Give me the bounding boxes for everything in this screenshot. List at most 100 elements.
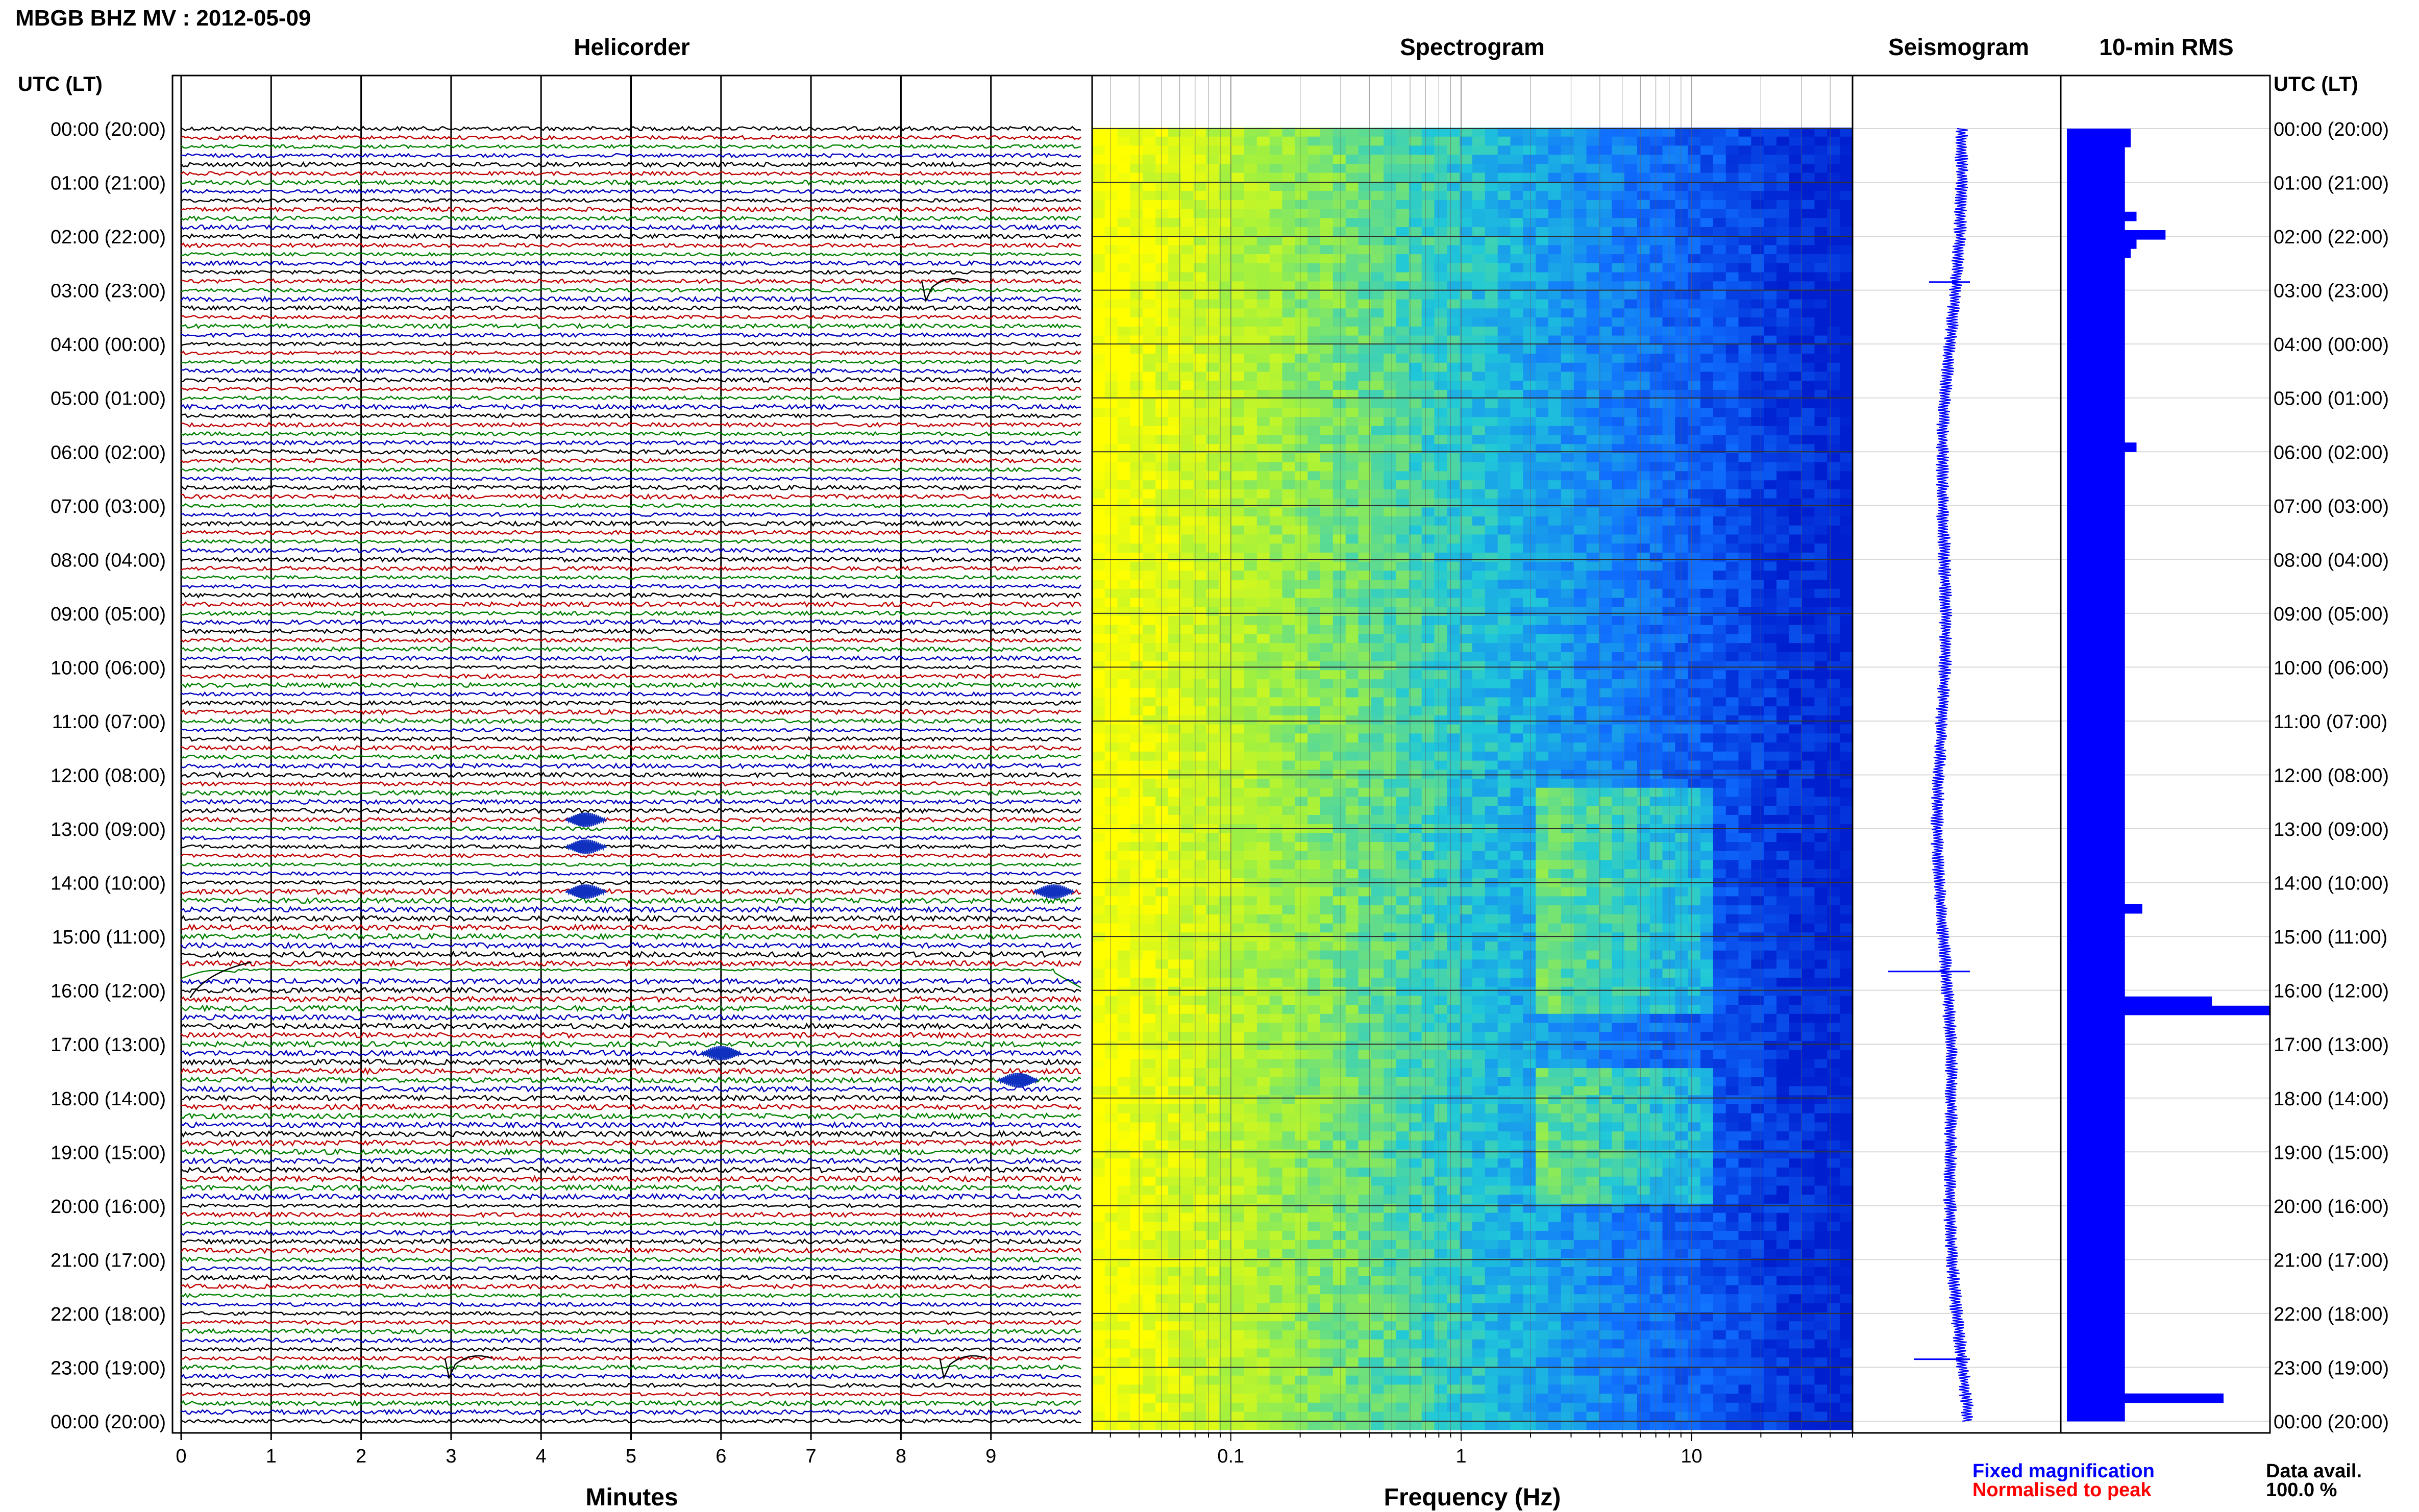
spectrogram-cell (1637, 155, 1650, 164)
spectrogram-cell (1371, 607, 1384, 616)
spectrogram-cell (1117, 697, 1131, 707)
spectrogram-cell (1523, 317, 1536, 327)
spectrogram-cell (1548, 362, 1562, 373)
spectrogram-cell (1219, 371, 1232, 381)
spectrogram-cell (1776, 182, 1790, 191)
spectrogram-cell (1256, 381, 1270, 390)
spectrogram-cell (1282, 634, 1295, 643)
spectrogram-cell (1637, 588, 1650, 599)
spectrogram-cell (1561, 779, 1574, 788)
spectrogram-cell (1497, 779, 1511, 788)
spectrogram-cell (1713, 389, 1726, 400)
spectrogram-cell (1460, 381, 1473, 390)
spectrogram-cell (1789, 706, 1803, 716)
spectrogram-cell (1460, 163, 1473, 173)
spectrogram-cell (1117, 272, 1131, 282)
spectrogram-cell (1523, 335, 1536, 345)
spectrogram-cell (1130, 706, 1143, 716)
spectrogram-cell (1295, 344, 1308, 354)
spectrogram-cell (1155, 833, 1169, 842)
spectrogram-cell (1510, 471, 1523, 481)
spectrogram-cell (1104, 453, 1118, 463)
spectrogram-cell (1332, 389, 1346, 400)
spectrogram-cell (1384, 616, 1397, 626)
spectrogram-cell (1599, 272, 1612, 282)
spectrogram-cell (1523, 354, 1536, 363)
spectrogram-cell (1764, 679, 1777, 689)
spectrogram-cell (1536, 679, 1549, 689)
spectrogram-cell (1776, 444, 1790, 454)
spectrogram-cell (1345, 399, 1359, 408)
spectrogram-cell (1231, 733, 1245, 743)
spectrogram-cell (1573, 209, 1587, 218)
spectrogram-cell (1548, 580, 1562, 589)
spectrogram-cell (1523, 670, 1536, 680)
spectrogram-cell (1536, 426, 1549, 436)
spectrogram-cell (1193, 516, 1207, 526)
spectrogram-cell (1434, 227, 1447, 237)
spectrogram-cell (1396, 770, 1410, 779)
spectrogram-cell (1460, 299, 1473, 309)
spectrogram-cell (1536, 371, 1549, 381)
spectrogram-cell (1434, 715, 1447, 725)
spectrogram-cell (1371, 543, 1384, 553)
spectrogram-cell (1117, 227, 1131, 237)
spectrogram-cell (1282, 317, 1295, 327)
spectrogram-cell (1573, 489, 1587, 499)
spectrogram-cell (1612, 561, 1625, 571)
spectrogram-cell (1269, 516, 1283, 526)
spectrogram-cell (1725, 227, 1739, 237)
spectrogram-cell (1586, 399, 1599, 408)
spectrogram-cell (1789, 227, 1803, 237)
spectrogram-cell (1460, 227, 1473, 237)
spectrogram-cell (1497, 643, 1511, 653)
spectrogram-cell (1269, 688, 1283, 698)
spectrogram-cell (1637, 344, 1650, 354)
spectrogram-cell (1840, 299, 1853, 309)
spectrogram-cell (1713, 453, 1726, 463)
spectrogram-cell (1764, 571, 1777, 580)
spectrogram-cell (1396, 281, 1410, 291)
spectrogram-cell (1219, 245, 1232, 255)
spectrogram-cell (1599, 643, 1612, 653)
spectrogram-cell (1092, 163, 1105, 173)
spectrogram-cell (1244, 634, 1257, 643)
spectrogram-cell (1384, 462, 1397, 472)
spectrogram-cell (1282, 588, 1295, 599)
spectrogram-cell (1624, 670, 1638, 680)
left-time-label: 06:00 (02:00) (51, 442, 166, 463)
spectrogram-cell (1206, 381, 1219, 390)
spectrogram-cell (1675, 354, 1688, 363)
spectrogram-cell (1358, 444, 1371, 454)
spectrogram-cell (1688, 552, 1701, 562)
spectrogram-cell (1624, 480, 1638, 490)
spectrogram-cell (1219, 354, 1232, 363)
spectrogram-cell (1180, 462, 1194, 472)
spectrogram-cell (1130, 814, 1143, 825)
spectrogram-cell (1764, 706, 1777, 716)
spectrogram-cell (1345, 362, 1359, 373)
spectrogram-cell (1117, 362, 1131, 373)
spectrogram-cell (1510, 552, 1523, 562)
spectrogram-cell (1827, 552, 1840, 562)
spectrogram-cell (1244, 417, 1257, 427)
spectrogram-cell (1307, 317, 1321, 327)
spectrogram-cell (1460, 335, 1473, 345)
spectrogram-cell (1295, 814, 1308, 825)
spectrogram-cell (1840, 335, 1853, 345)
spectrogram-cell (1751, 362, 1764, 373)
spectrogram-cell (1269, 200, 1283, 210)
spectrogram-cell (1510, 525, 1523, 535)
spectrogram-cell (1155, 245, 1169, 255)
spectrogram-cell (1751, 354, 1764, 363)
spectrogram-cell (1180, 588, 1194, 599)
spectrogram-cell (1092, 200, 1105, 210)
spectrogram-cell (1269, 616, 1283, 626)
spectrogram-cell (1599, 471, 1612, 481)
spectrogram-cell (1700, 344, 1714, 354)
spectrogram-cell (1434, 525, 1447, 535)
spectrogram-cell (1497, 182, 1511, 191)
spectrogram-cell (1460, 733, 1473, 743)
spectrogram-cell (1143, 389, 1156, 400)
spectrogram-cell (1206, 182, 1219, 191)
